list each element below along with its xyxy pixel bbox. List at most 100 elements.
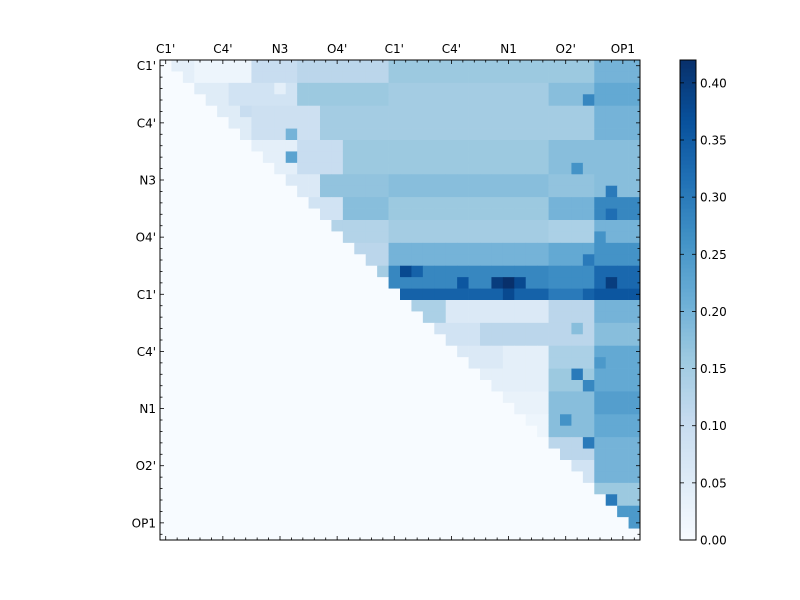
heatmap-cell [434, 368, 447, 381]
colorbar-strip [680, 212, 696, 217]
heatmap-cell [537, 254, 549, 267]
heatmap-cell [365, 505, 378, 518]
heatmap-cell [411, 288, 424, 301]
heatmap-cell [411, 60, 424, 72]
heatmap-cell [502, 185, 515, 198]
heatmap-cell [160, 94, 172, 107]
heatmap-cell [537, 82, 549, 95]
heatmap-cell [354, 517, 367, 529]
heatmap-cell [377, 505, 389, 518]
heatmap-cell [320, 231, 332, 244]
heatmap-cell [594, 128, 607, 141]
heatmap-cell [388, 345, 401, 358]
heatmap-cell [411, 254, 424, 267]
heatmap-cell [205, 322, 218, 335]
heatmap-cell [582, 140, 595, 152]
heatmap-cell [537, 391, 549, 404]
heatmap-cell [594, 151, 607, 164]
heatmap-cell [342, 242, 355, 255]
heatmap-cell [217, 437, 229, 449]
heatmap-cell [525, 140, 538, 152]
heatmap-cell [182, 242, 195, 255]
heatmap-cell [308, 265, 321, 278]
heatmap-cell [502, 345, 515, 358]
heatmap-cell [297, 105, 309, 118]
heatmap-cell [194, 117, 207, 129]
heatmap-cell [617, 220, 629, 232]
heatmap-cell [537, 128, 549, 141]
heatmap-cell [171, 208, 184, 221]
y-tick-label: C1' [137, 59, 156, 73]
heatmap-cell [354, 140, 367, 152]
heatmap-cell [205, 128, 218, 141]
heatmap-cell [377, 380, 389, 392]
colorbar-strip [680, 532, 696, 537]
heatmap-cell [514, 140, 527, 152]
heatmap-cell [571, 197, 584, 209]
heatmap-cell [217, 517, 229, 529]
heatmap-cell [377, 391, 389, 404]
heatmap-cell [560, 220, 572, 232]
heatmap-cell [571, 174, 584, 187]
heatmap-cell [262, 437, 275, 449]
heatmap-cell [525, 208, 538, 221]
heatmap-cell [388, 471, 401, 484]
heatmap-cell [354, 162, 367, 175]
heatmap-cell [217, 60, 229, 72]
heatmap-cell [468, 151, 481, 164]
heatmap-cell [320, 528, 332, 541]
heatmap-cell [171, 117, 184, 129]
heatmap-cell [502, 448, 515, 461]
heatmap-cell [342, 277, 355, 289]
heatmap-cell [331, 380, 344, 392]
heatmap-cell [617, 265, 629, 278]
colorbar-strip [680, 312, 696, 317]
heatmap-cell [502, 220, 515, 232]
heatmap-cell [194, 151, 207, 164]
heatmap-cell [331, 94, 344, 107]
heatmap-cell [548, 197, 561, 209]
colorbar-strip [680, 328, 696, 333]
heatmap-cell [480, 448, 492, 461]
heatmap-cell [320, 505, 332, 518]
heatmap-cell [582, 311, 595, 324]
heatmap-cell [194, 482, 207, 495]
heatmap-cell [354, 482, 367, 495]
heatmap-cell [560, 277, 572, 289]
heatmap-cell [491, 482, 504, 495]
heatmap-cell [228, 174, 241, 187]
heatmap-cell [171, 448, 184, 461]
heatmap-cell [194, 265, 207, 278]
heatmap-cell [571, 414, 584, 427]
heatmap-cell [411, 311, 424, 324]
heatmap-cell [571, 357, 584, 369]
heatmap-cell [331, 185, 344, 198]
heatmap-cell [182, 94, 195, 107]
heatmap-cell [468, 517, 481, 529]
heatmap-cell [628, 185, 641, 198]
heatmap-cell [217, 471, 229, 484]
heatmap-cell [388, 220, 401, 232]
heatmap-cell [297, 254, 309, 267]
heatmap-cell [160, 357, 172, 369]
heatmap-cell [320, 82, 332, 95]
heatmap-cell [422, 105, 435, 118]
heatmap-cell [377, 357, 389, 369]
heatmap-cell [182, 71, 195, 84]
heatmap-cell [548, 242, 561, 255]
heatmap-cell [445, 185, 458, 198]
heatmap-cell [251, 494, 264, 507]
heatmap-cell [491, 322, 504, 335]
heatmap-cell [514, 242, 527, 255]
x-tick-label: O4' [327, 42, 347, 56]
heatmap-cell [468, 460, 481, 472]
heatmap-cell [468, 220, 481, 232]
heatmap-cell [262, 380, 275, 392]
heatmap-cell [354, 460, 367, 472]
heatmap-cell [331, 357, 344, 369]
heatmap-cell [548, 300, 561, 312]
heatmap-cell [320, 437, 332, 449]
heatmap-cell [605, 231, 618, 244]
heatmap-cell [571, 185, 584, 198]
heatmap-cell [605, 254, 618, 267]
